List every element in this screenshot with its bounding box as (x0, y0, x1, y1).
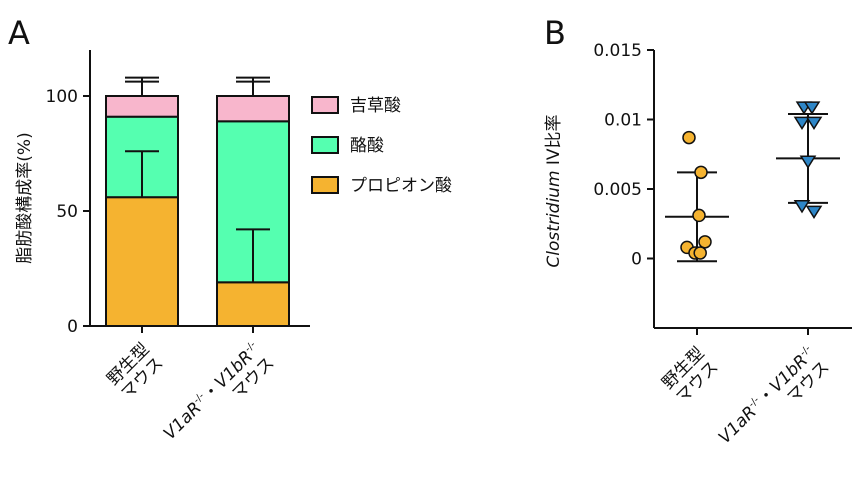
y-tick-label: 0 (631, 250, 642, 270)
point-1-5 (793, 200, 811, 214)
bar-0-2 (105, 95, 179, 118)
point-0-0 (682, 130, 696, 145)
y-axis-title: Clostridium IV比率 (544, 114, 564, 267)
panel-b-label: B (544, 14, 566, 52)
point-0-6 (693, 246, 707, 260)
legend-label-1: 酪酸 (350, 136, 384, 156)
y-tick-label: 0.015 (593, 41, 642, 61)
point-1-4 (799, 155, 817, 169)
point-0-4 (698, 235, 712, 249)
y-tick-label: 100 (46, 87, 78, 107)
y-tick-label: 0.005 (593, 180, 642, 200)
point-1-3 (805, 116, 823, 130)
panel-a-stacked-bar-chart: 050100脂肪酸構成率(%)野生型マウスV1aR-/-・V1bR-/-マウス吉… (15, 50, 452, 444)
point-1-1 (803, 101, 821, 115)
legend-swatch-0 (311, 96, 339, 114)
legend-label-0: 吉草酸 (350, 96, 401, 116)
legend-swatch-2 (311, 176, 339, 194)
bar-1-0 (216, 281, 290, 327)
point-1-6 (805, 205, 823, 219)
y-tick-label: 0 (67, 317, 78, 337)
y-tick-label: 50 (56, 202, 78, 222)
legend-swatch-1 (311, 136, 339, 154)
point-0-2 (692, 208, 706, 223)
y-axis-title: 脂肪酸構成率(%) (15, 132, 35, 263)
point-1-2 (793, 116, 811, 130)
panel-a-label: A (8, 14, 30, 52)
bar-0-0 (105, 196, 179, 327)
bar-1-2 (216, 95, 290, 123)
point-0-1 (694, 165, 708, 180)
y-tick-label: 0.01 (604, 111, 642, 131)
legend-label-2: プロピオン酸 (350, 176, 452, 196)
